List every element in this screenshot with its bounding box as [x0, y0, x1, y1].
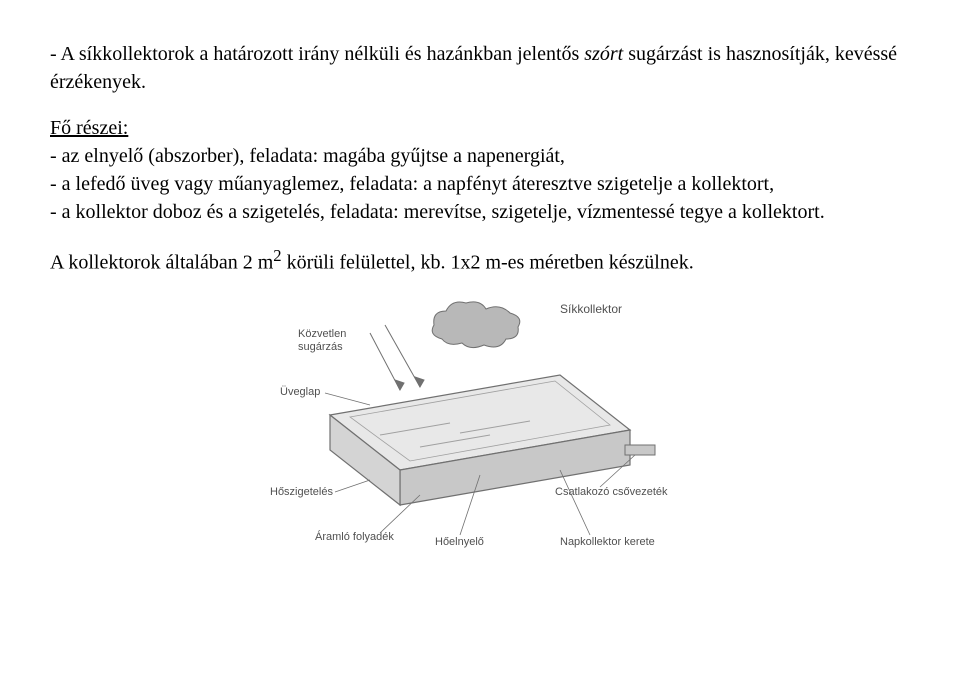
paragraph-3: A kollektorok általában 2 m2 körüli felü…	[50, 244, 909, 277]
radiation-rays	[370, 325, 424, 390]
label-hoelnyelo: Hőelnyelő	[435, 536, 484, 548]
p3-text-b: körüli felülettel, kb. 1x2 m-es méretben…	[282, 252, 694, 274]
label-uveglap: Üveglap	[280, 386, 320, 398]
p3-sup: 2	[273, 246, 281, 265]
label-napkollektor: Napkollektor kerete	[560, 536, 655, 548]
paragraph-2: Fő részei: - az elnyelő (abszorber), fel…	[50, 114, 909, 226]
label-hoszigeteles: Hőszigetelés	[270, 486, 333, 498]
paragraph-1: - A síkkollektorok a határozott irány né…	[50, 40, 909, 96]
label-aramlo: Áramló folyadék	[315, 530, 394, 543]
cloud-icon	[432, 302, 520, 348]
p3-text-a: A kollektorok általában 2 m	[50, 252, 273, 274]
p2-item-3: - a kollektor doboz és a szigetelés, fel…	[50, 201, 825, 223]
p2-heading: Fő részei:	[50, 117, 128, 139]
p1-text-a: - A síkkollektorok a határozott irány né…	[50, 43, 584, 65]
label-kozvetlen: Közvetlen	[298, 328, 346, 340]
p2-item-2: - a lefedő üveg vagy műanyaglemez, felad…	[50, 173, 774, 195]
p2-item-1: - az elnyelő (abszorber), feladata: magá…	[50, 145, 565, 167]
diagram-title: Síkkollektor	[560, 302, 622, 316]
label-sugarzas: sugárzás	[298, 341, 343, 353]
diagram-container: Síkkollektor Közvetlen sugárzás	[50, 295, 909, 555]
collector-diagram: Síkkollektor Közvetlen sugárzás	[260, 295, 700, 555]
p1-italic: szórt	[584, 43, 623, 65]
